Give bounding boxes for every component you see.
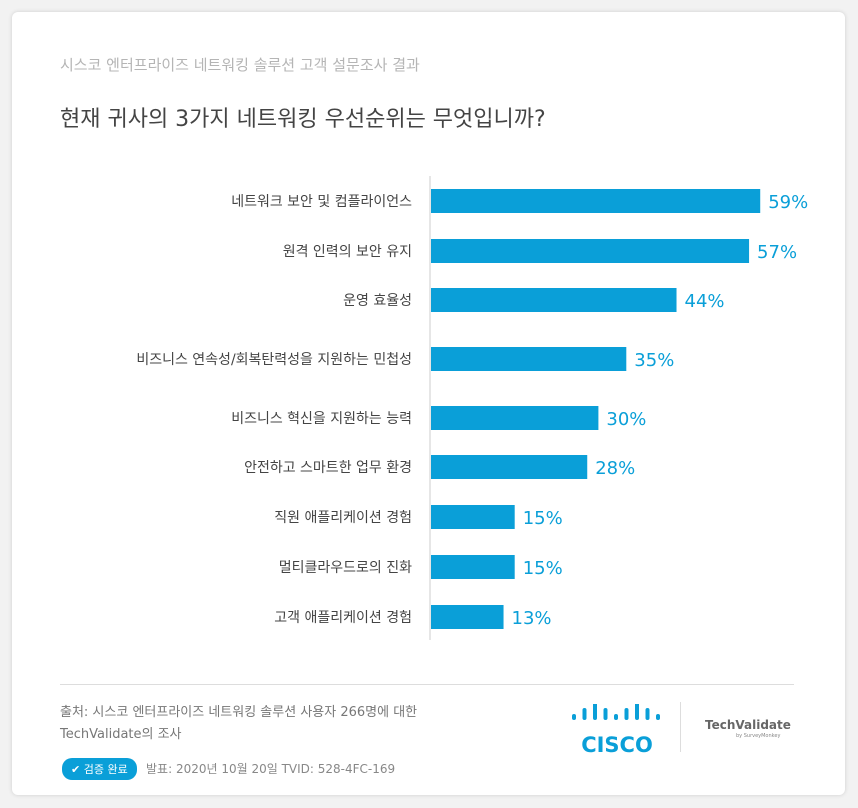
category-label: 직원 애플리케이션 경험 <box>274 510 412 526</box>
category-label: 고객 애플리케이션 경험 <box>274 610 412 626</box>
card <box>12 12 845 795</box>
category-label: 안전하고 스마트한 업무 환경 <box>244 460 412 476</box>
cisco-logo-bar <box>582 708 587 720</box>
cisco-logo-bar <box>614 714 618 720</box>
value-label: 57% <box>757 242 797 263</box>
category-label: 네트워크 보안 및 컴플라이언스 <box>231 194 412 210</box>
bar <box>431 605 504 629</box>
category-label: 비즈니스 혁신을 지원하는 능력 <box>231 411 412 427</box>
subtitle: 시스코 엔터프라이즈 네트워킹 솔루션 고객 설문조사 결과 <box>60 56 420 74</box>
value-label: 35% <box>634 350 674 371</box>
bar <box>431 189 761 213</box>
source-note: 출처: 시스코 엔터프라이즈 네트워킹 솔루션 사용자 266명에 대한 Tech… <box>60 705 418 742</box>
bar <box>431 347 627 371</box>
logo-divider <box>680 702 681 752</box>
bar <box>431 288 677 312</box>
bar-chart: 네트워크 보안 및 컴플라이언스 59% 원격 인력의 보안 유지 57% 운영 효율성… <box>136 176 808 640</box>
publish-meta: 발표: 2020년 10월 20일 TVID: 528-4FC-169 <box>146 762 396 776</box>
value-label: 44% <box>685 291 725 312</box>
category-label: 원격 인력의 보안 유지 <box>283 244 412 260</box>
category-label: 비즈니스 연속성/회복탄력성을 지원하는 민첩성 <box>136 352 412 368</box>
bar <box>431 406 599 430</box>
cisco-logo-bar <box>635 702 639 720</box>
bar <box>431 555 515 579</box>
bar <box>431 455 588 479</box>
svg-text:CISCO: CISCO <box>581 733 653 754</box>
techvalidate-logo: TechValidate <box>705 718 791 732</box>
divider <box>60 684 794 685</box>
cisco-logo-bar <box>656 714 660 720</box>
value-label: 15% <box>523 558 563 579</box>
cisco-logo-bar <box>572 714 576 720</box>
cisco-logo-bar <box>593 702 597 720</box>
cisco-logo: CISCO <box>570 702 665 758</box>
category-label: 운영 효율성 <box>343 293 412 309</box>
category-label: 멀티클라우드로의 진화 <box>279 560 412 576</box>
cisco-logo-bar <box>603 708 608 720</box>
cisco-logo-bar <box>624 708 629 720</box>
bar <box>431 505 515 529</box>
value-label: 15% <box>523 508 563 529</box>
value-label: 13% <box>512 608 552 629</box>
cisco-logo-bar <box>645 708 650 720</box>
value-label: 28% <box>595 458 635 479</box>
bar <box>431 239 750 263</box>
techvalidate-sub: by SurveyMonkey <box>736 733 781 739</box>
value-label: 59% <box>768 192 808 213</box>
value-label: 30% <box>606 409 646 430</box>
chart-title: 현재 귀사의 3가지 네트워킹 우선순위는 무엇입니까? <box>60 107 546 132</box>
verified-badge: ✔ 검증 완료 <box>62 758 137 780</box>
